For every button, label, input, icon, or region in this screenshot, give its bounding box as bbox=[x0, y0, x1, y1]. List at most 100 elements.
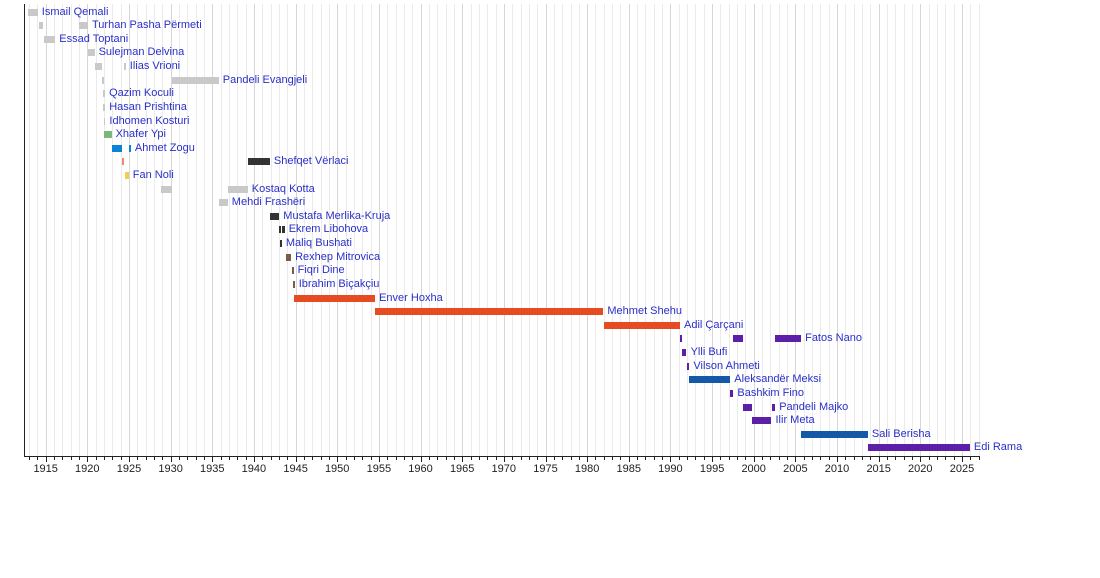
person-label[interactable]: Pandeli Majko bbox=[779, 400, 849, 413]
person-label[interactable]: Bashkim Fino bbox=[737, 386, 805, 399]
timeline-bar[interactable] bbox=[88, 49, 95, 57]
timeline-bar[interactable] bbox=[102, 76, 104, 84]
person-label[interactable]: Shefqet Vërlaci bbox=[273, 155, 349, 168]
axis-tick-label: 1995 bbox=[699, 463, 725, 475]
timeline-bar[interactable] bbox=[172, 76, 219, 84]
axis-tick bbox=[79, 457, 80, 460]
gridline bbox=[503, 4, 505, 456]
axis-tick bbox=[478, 457, 480, 460]
person-label[interactable]: Fiqri Dine bbox=[297, 264, 345, 277]
person-label[interactable]: Maliq Bushati bbox=[285, 237, 352, 249]
person-label[interactable]: Qazim Koculi bbox=[109, 87, 174, 100]
timeline-bar[interactable] bbox=[604, 321, 680, 329]
person-label[interactable]: Ylli Bufi bbox=[690, 346, 728, 358]
timeline-bar[interactable] bbox=[111, 144, 122, 152]
timeline-bar[interactable] bbox=[160, 185, 172, 193]
person-label[interactable]: Edi Rama bbox=[973, 441, 1023, 454]
person-label[interactable]: Ekrem Libohova bbox=[288, 223, 369, 236]
timeline-bar[interactable] bbox=[281, 226, 285, 234]
person-label[interactable]: Ibrahim Biçakçiu bbox=[298, 277, 380, 290]
axis-tick bbox=[154, 457, 155, 460]
person-label[interactable]: Essad Toptani bbox=[59, 32, 129, 45]
person-label[interactable]: Idhomen Kosturi bbox=[109, 114, 190, 127]
gridline bbox=[695, 4, 697, 456]
timeline-bar[interactable] bbox=[129, 144, 131, 152]
timeline-bar[interactable] bbox=[103, 103, 106, 111]
timeline-bar[interactable] bbox=[292, 280, 295, 288]
axis-tick-label: 2020 bbox=[908, 463, 933, 475]
person-label[interactable]: Mehdi Frashëri bbox=[231, 196, 306, 209]
gridline bbox=[370, 4, 372, 456]
timeline-bar[interactable] bbox=[94, 63, 103, 70]
axis-tick-label: 1965 bbox=[449, 463, 475, 475]
timeline-bar[interactable] bbox=[689, 376, 731, 384]
timeline-bar[interactable] bbox=[219, 199, 228, 207]
timeline-bar[interactable] bbox=[730, 389, 734, 397]
person-label[interactable]: Mehmet Shehu bbox=[607, 305, 682, 318]
timeline-bar[interactable] bbox=[294, 294, 376, 302]
axis-tick bbox=[520, 457, 522, 460]
person-label[interactable]: Adil Çarçani bbox=[684, 318, 744, 331]
timeline-bar[interactable] bbox=[682, 349, 687, 356]
timeline-bar[interactable] bbox=[752, 417, 772, 425]
timeline-bar[interactable] bbox=[103, 90, 106, 98]
person-label[interactable]: Rexhep Mitrovica bbox=[295, 250, 381, 263]
timeline-bar[interactable] bbox=[269, 212, 280, 220]
timeline-bar[interactable] bbox=[686, 362, 690, 370]
person-label[interactable]: Aleksandër Meksi bbox=[734, 373, 822, 386]
gridline bbox=[70, 4, 72, 456]
axis-tick bbox=[620, 457, 622, 460]
axis-tick bbox=[162, 457, 164, 460]
gridline bbox=[712, 4, 714, 456]
timeline-bar[interactable] bbox=[733, 335, 744, 343]
timeline-bar[interactable] bbox=[279, 226, 282, 234]
axis-tick-label: 1950 bbox=[324, 463, 350, 475]
person-label[interactable]: Ilias Vrioni bbox=[129, 60, 181, 72]
timeline-bar[interactable] bbox=[78, 22, 88, 30]
timeline-bar[interactable] bbox=[867, 444, 970, 452]
person-label[interactable]: Sulejman Delvina bbox=[98, 46, 185, 59]
person-label[interactable]: Fatos Nano bbox=[805, 332, 862, 345]
timeline-bar[interactable] bbox=[124, 63, 126, 70]
timeline-bar[interactable] bbox=[247, 158, 270, 166]
axis-tick bbox=[537, 457, 539, 460]
person-label[interactable]: Vilson Ahmeti bbox=[693, 359, 760, 372]
person-label[interactable]: Kostaq Kotta bbox=[251, 182, 315, 195]
timeline-bar[interactable] bbox=[775, 335, 802, 343]
timeline-bar[interactable] bbox=[124, 171, 129, 179]
timeline-bar[interactable] bbox=[103, 117, 106, 125]
timeline-bar[interactable] bbox=[227, 185, 248, 193]
gridline bbox=[29, 4, 30, 456]
person-label[interactable]: Turhan Pasha Përmeti bbox=[92, 19, 202, 32]
timeline-bar[interactable] bbox=[122, 158, 124, 166]
axis-tick bbox=[445, 457, 447, 460]
timeline-bar[interactable] bbox=[28, 8, 38, 16]
person-label[interactable]: Enver Hoxha bbox=[379, 291, 443, 304]
timeline-bar[interactable] bbox=[285, 253, 292, 261]
timeline-bar[interactable] bbox=[743, 403, 753, 411]
timeline-bar[interactable] bbox=[801, 430, 868, 438]
axis-tick bbox=[262, 457, 264, 460]
person-label[interactable]: Mustafa Merlika-Kruja bbox=[283, 209, 391, 222]
timeline-bar[interactable] bbox=[291, 267, 294, 275]
axis-tick bbox=[562, 457, 564, 460]
person-label[interactable]: Xhafer Ypi bbox=[115, 128, 166, 141]
person-label[interactable]: Pandeli Evangjeli bbox=[222, 73, 308, 86]
timeline-bar[interactable] bbox=[103, 131, 112, 139]
person-label[interactable]: Ilir Meta bbox=[775, 414, 815, 427]
person-label[interactable]: Fan Noli bbox=[132, 168, 174, 181]
timeline-bar[interactable] bbox=[279, 240, 282, 247]
timeline-bar[interactable] bbox=[680, 335, 683, 343]
timeline-bar[interactable] bbox=[771, 403, 776, 411]
person-label[interactable]: Ahmet Zogu bbox=[134, 141, 195, 154]
person-label[interactable]: Sali Berisha bbox=[871, 427, 931, 440]
person-label[interactable]: Hasan Prishtina bbox=[109, 100, 187, 113]
gridline bbox=[670, 4, 672, 456]
axis-tick bbox=[953, 457, 955, 460]
axis-tick bbox=[912, 457, 913, 460]
timeline-bar[interactable] bbox=[43, 35, 56, 43]
timeline-bar[interactable] bbox=[375, 308, 604, 316]
timeline-bar[interactable] bbox=[39, 22, 43, 30]
gridline bbox=[312, 4, 314, 456]
person-label[interactable]: Ismail Qemali bbox=[41, 5, 109, 18]
